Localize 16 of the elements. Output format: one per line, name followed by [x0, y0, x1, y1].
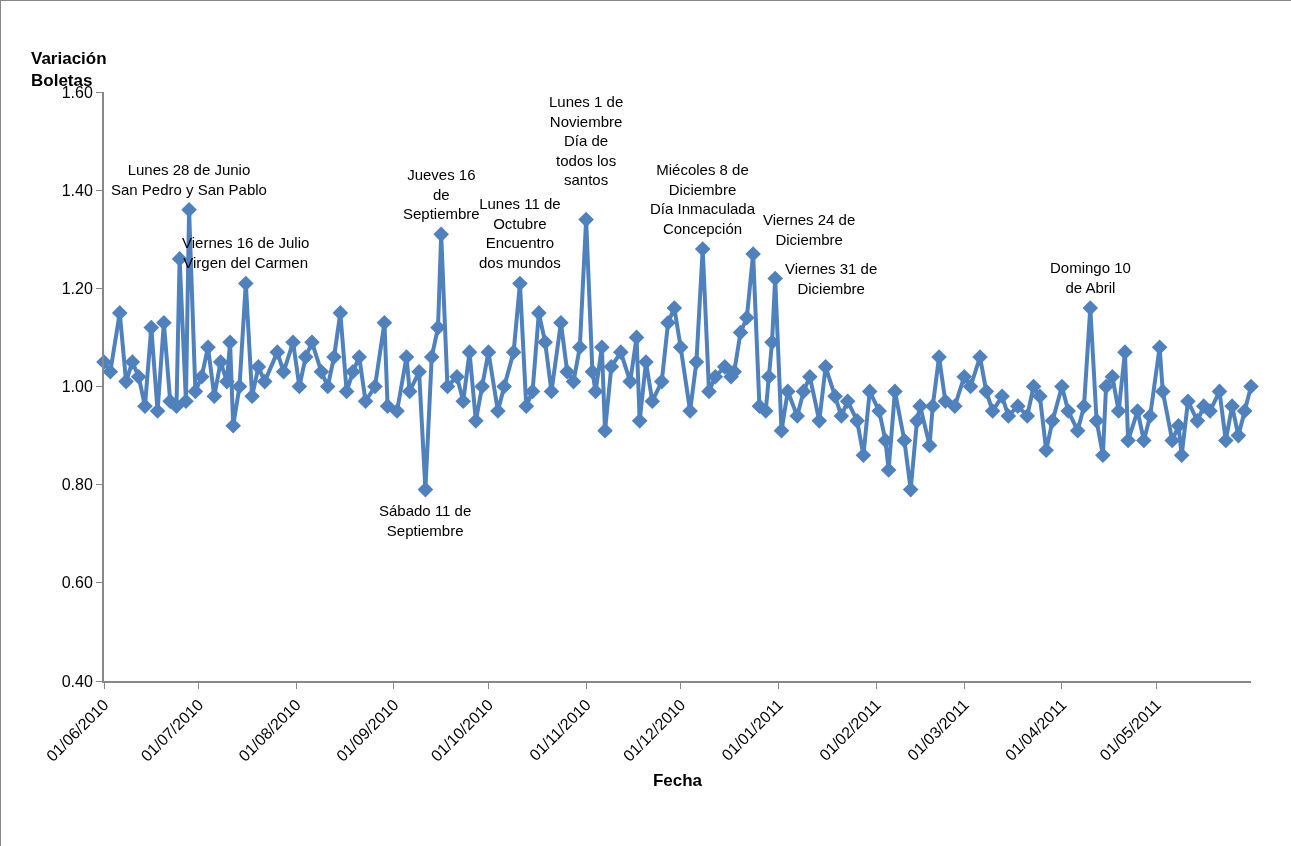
y-tick-label: 1.00 [61, 378, 93, 396]
annotation: Lunes 1 de Noviembre Día de todos los santos [549, 93, 624, 188]
annotation: Miécoles 8 de Diciembre Día Inmaculada Concepción [650, 161, 756, 237]
annotation: Viernes 31 de Diciembre [785, 260, 878, 297]
annotation: Viernes 24 de Diciembre [763, 211, 856, 248]
annotation: Domingo 10 de Abril [1050, 259, 1131, 296]
x-axis-title: Fecha [652, 770, 703, 790]
annotation: Lunes 28 de Junio San Pedro y San Pablo [111, 161, 267, 198]
y-tick-label: 1.40 [61, 181, 93, 199]
y-tick-label: 0.40 [61, 672, 93, 690]
y-tick-label: 0.60 [61, 574, 93, 592]
annotation: Jueves 16 de Septiembre [403, 166, 480, 222]
annotation: Lunes 11 de Octubre Encuentro dos mundos [479, 195, 561, 271]
y-tick-label: 1.20 [61, 279, 93, 297]
annotation: Sábado 11 de Septiembre [379, 502, 472, 539]
y-tick-label: 0.80 [61, 476, 93, 494]
